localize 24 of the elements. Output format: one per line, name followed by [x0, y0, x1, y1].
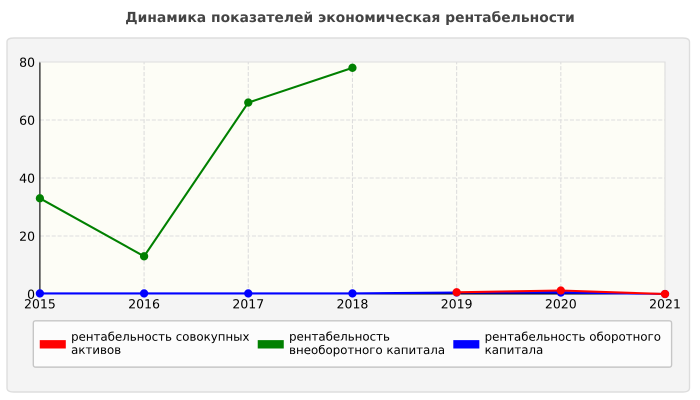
point	[36, 194, 44, 202]
y-tick-label: 80	[20, 57, 34, 67]
x-tick-label: 2018	[337, 299, 368, 309]
x-tick-label: 2020	[546, 299, 576, 309]
x-tick-label: 2021	[650, 299, 680, 309]
chart-title: Динамика показателей экономическая рентабельности	[126, 11, 574, 25]
x-tick-label: 2016	[129, 299, 160, 309]
y-tick-label: 40	[20, 173, 34, 183]
point	[244, 98, 252, 107]
x-tick-label: 2019	[442, 299, 472, 309]
point	[36, 289, 44, 298]
point	[140, 252, 148, 260]
legend-label: рентабельность оборотного капитала	[486, 332, 660, 354]
point	[348, 289, 357, 298]
y-tick-label: 60	[20, 115, 34, 125]
legend-label: рентабельность совокупных активов	[72, 332, 250, 354]
legend-label: рентабельность внеоборотного капитала	[290, 331, 444, 356]
point	[140, 289, 148, 298]
point	[348, 64, 357, 72]
y-tick-label: 20	[20, 231, 34, 241]
x-tick-label: 2015	[24, 299, 55, 309]
y-tick-label: 0	[28, 289, 34, 299]
x-tick-label: 2017	[233, 299, 264, 309]
point	[244, 289, 252, 298]
